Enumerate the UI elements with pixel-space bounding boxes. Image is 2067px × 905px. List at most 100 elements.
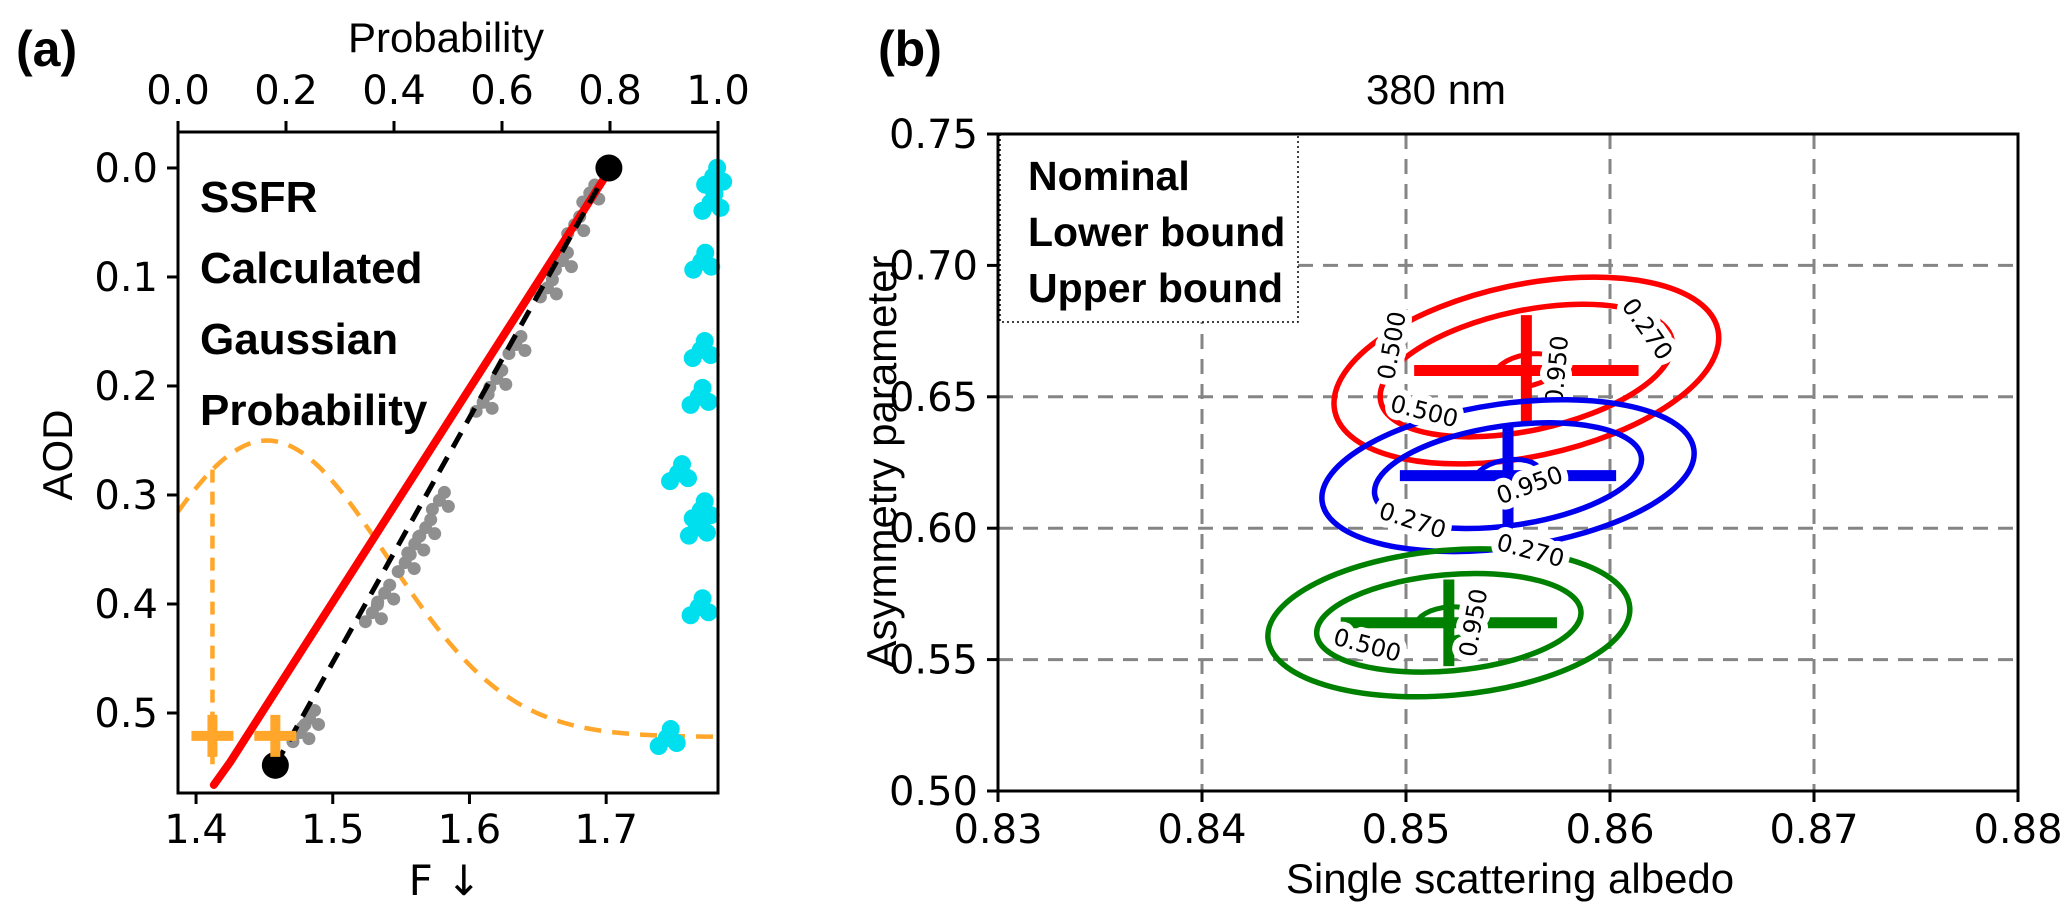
probability-point [679,526,698,545]
contour-0.950 [1491,351,1561,389]
probability-point [681,395,700,414]
probability-point [661,472,680,491]
top-tick-label: 0.6 [470,68,534,114]
y-tick-label: 0.4 [94,582,158,628]
probability-point [693,589,712,608]
contour-label-0.270: 0.270 [1376,497,1450,545]
probability-point [683,349,702,368]
probability-point [699,392,718,411]
contour-0.950 [1473,456,1543,494]
contour-label-0.270: 0.270 [1494,528,1568,573]
x-tick-label: 1.5 [301,807,365,853]
fit-dashed-line [273,166,612,767]
plus-marker [191,714,234,757]
panel-b-letter: (b) [878,21,942,77]
ssfr-point [308,703,322,717]
ssfr-point [502,347,516,361]
panel-b-y-axis-title: Asymmetry parameter [858,255,905,668]
panel-a-x-axis-title: F ↓ [409,856,482,905]
y-tick-label: 0.65 [889,375,978,421]
probability-point [705,184,724,203]
probability-point [679,469,698,488]
probability-point [693,378,712,397]
probability-point [649,737,668,756]
x-tick-label: 1.4 [164,807,228,853]
ssfr-point [564,260,578,274]
probability-point [711,198,730,217]
ssfr-point [424,513,438,527]
endpoint-dot [595,154,623,182]
ssfr-point [485,401,499,415]
probability-point [661,720,680,739]
ssfr-point [549,287,563,301]
ssfr-point [413,529,427,543]
plus-marker [254,714,297,757]
panel-b-x-axis-title: Single scattering albedo [1286,855,1734,902]
contour-0.270 [1265,546,1633,700]
ssfr-point [417,543,431,557]
ssfr-point [312,717,326,731]
probability-point [693,201,712,220]
contour-0.950 [1414,604,1484,642]
ssfr-point [358,615,372,629]
legend-item-ssfr: SSFR [200,173,317,222]
probability-point [691,509,710,528]
ssfr-point [428,527,442,541]
x-tick-label: 0.85 [1361,807,1450,853]
probability-point [699,603,718,622]
panel-b-title: 380 nm [1366,66,1506,113]
top-tick-label: 0.2 [254,68,318,114]
endpoint-dot [261,751,289,779]
y-tick-label: 0.3 [94,473,158,519]
probability-point [696,243,715,262]
contour-label-0.950: 0.950 [1540,334,1574,405]
ssfr-point [383,578,397,592]
calculated-line [209,158,619,789]
y-tick-label: 0.75 [889,112,978,158]
x-tick-label: 0.83 [953,807,1042,853]
ssfr-point [514,330,528,344]
top-tick-label: 0.4 [362,68,426,114]
ssfr-point [577,224,591,238]
legend-item-calculated: Calculated [200,244,423,293]
contour-label-0.950: 0.950 [1454,586,1494,659]
y-tick-label: 0.1 [94,255,158,301]
x-tick-label: 0.87 [1769,807,1858,853]
ssfr-point [441,499,455,513]
x-tick-label: 0.86 [1565,807,1654,853]
probability-point [673,455,692,474]
ssfr-point [425,502,439,516]
ssfr-point [374,612,388,626]
contour-0.270 [1331,274,1722,467]
ssfr-point [391,565,405,579]
panel-a-plot: 1.4 1.5 1.6 1.7 0.0 0.2 0.4 0.6 0.8 1.0 0.0 0.1 0.2 0… [94,68,749,853]
probability-point [702,257,721,276]
legend-item-upper-bound: Upper bound [1028,265,1283,311]
contour-0.270 [1319,396,1697,555]
legend-item-lower-bound: Lower bound [1028,209,1285,255]
ssfr-point [518,344,532,358]
y-tick-label: 0.50 [889,769,978,815]
probability-point [667,734,686,753]
ssfr-point [407,562,421,576]
ssfr-point [437,485,451,499]
probability-point [695,332,714,351]
contour-0.500 [1371,420,1645,532]
ssfr-point [499,377,513,391]
y-tick-label: 0.70 [889,243,978,289]
panel-b-axes-box [996,132,2020,793]
top-tick-label: 1.0 [686,68,750,114]
top-tick-label: 0.0 [146,68,210,114]
contour-0.500 [1377,301,1676,440]
y-tick-label: 0.0 [94,146,158,192]
y-tick-label: 0.55 [889,638,978,684]
probability-point [695,492,714,511]
y-tick-label: 0.60 [889,506,978,552]
ssfr-point [298,718,312,732]
ssfr-point [403,548,417,562]
gaussian-curve [176,438,714,739]
ssfr-point [387,592,401,606]
